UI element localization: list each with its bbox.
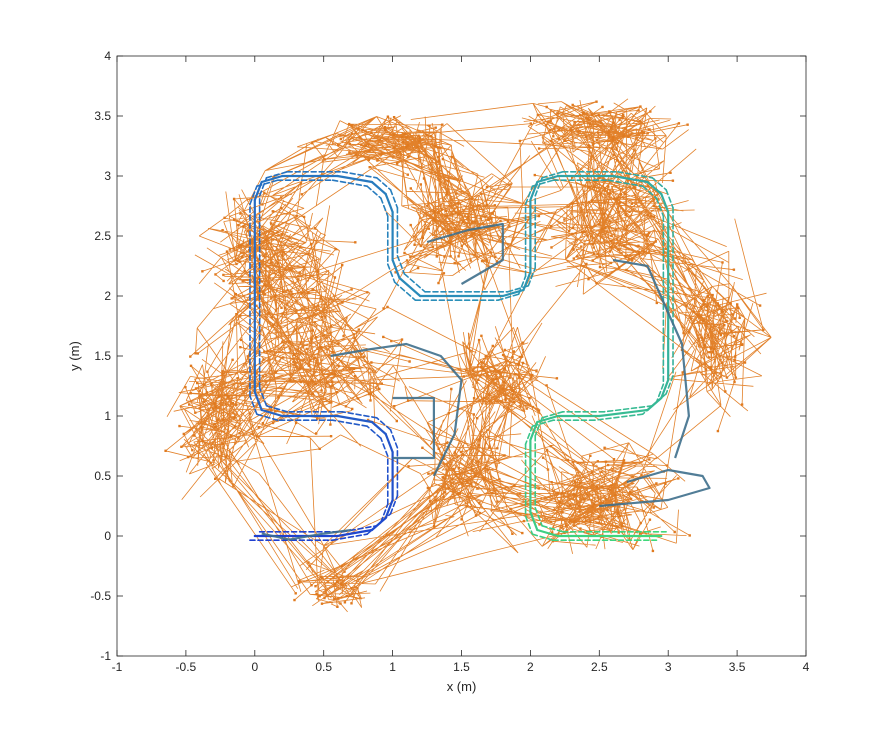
y-tick-label: 0.5 [94,469,111,483]
x-tick-label: 2.5 [591,660,608,674]
y-tick-label: 3.5 [94,109,111,123]
y-tick-label: 3 [104,169,111,183]
x-tick-label: 1 [389,660,396,674]
y-tick-label: 4 [104,49,111,63]
x-tick-label: 0 [251,660,258,674]
y-tick-label: 0 [104,529,111,543]
x-tick-label: 0.5 [315,660,332,674]
y-tick-label: -1 [100,649,111,663]
x-tick-label: 2 [527,660,534,674]
y-tick-label: 1.5 [94,349,111,363]
y-tick-label: 2.5 [94,229,111,243]
x-tick-label: -0.5 [176,660,197,674]
x-tick-label: 1.5 [453,660,470,674]
y-axis-label: y (m) [67,341,82,371]
x-axis-label: x (m) [447,679,477,694]
x-tick-label: 4 [803,660,810,674]
y-tick-label: -0.5 [90,589,111,603]
x-tick-label: 3 [665,660,672,674]
y-tick-label: 1 [104,409,111,423]
y-tick-label: 2 [104,289,111,303]
x-tick-label: 3.5 [729,660,746,674]
x-tick-label: -1 [112,660,123,674]
